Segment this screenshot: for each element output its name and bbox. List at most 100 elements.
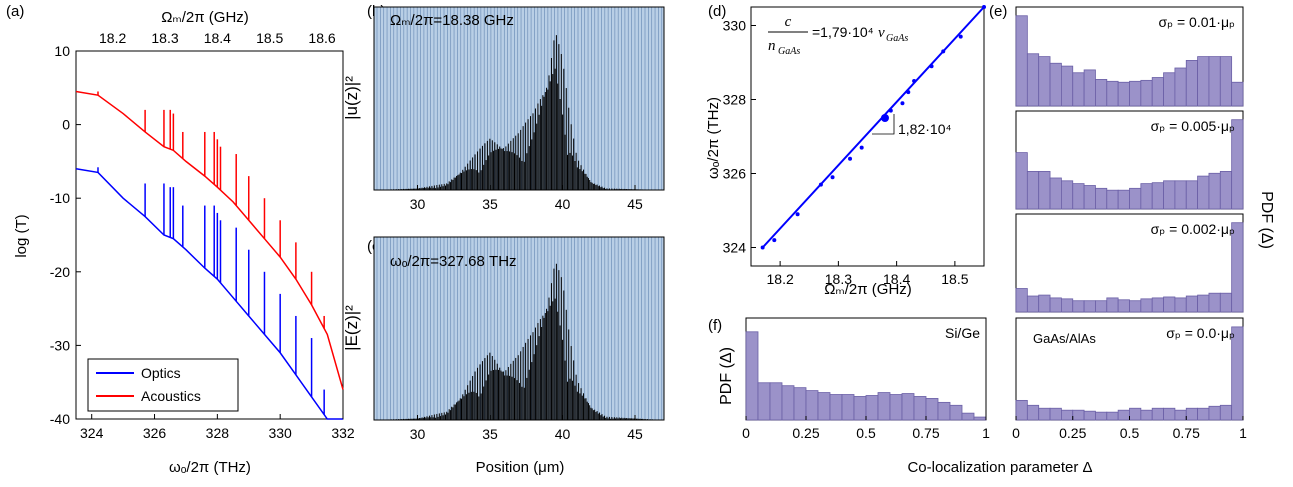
formula-v-subscript: GaAs bbox=[886, 33, 908, 44]
panel-f-tag: (f) bbox=[708, 317, 722, 334]
histogram-bar bbox=[1083, 185, 1096, 210]
histogram-bar bbox=[1072, 409, 1085, 421]
histogram-e1: σₚ = 0.01·μₚ bbox=[1015, 6, 1244, 107]
histogram-bar bbox=[1061, 65, 1074, 107]
histogram-annotation: σₚ = 0.01·μₚ bbox=[1158, 14, 1235, 30]
x-tick-label: 0 bbox=[742, 425, 750, 441]
panel-d-y-ticks: 324 326 328 330 bbox=[723, 18, 756, 256]
x-tick-label: 45 bbox=[627, 196, 643, 212]
x-tick-label: 30 bbox=[410, 426, 426, 442]
panel-b-profile bbox=[388, 35, 646, 190]
panel-a-tag: (a) bbox=[6, 3, 24, 20]
histogram-bar bbox=[1151, 182, 1164, 210]
histogram-bar bbox=[1072, 72, 1085, 107]
histogram-bar bbox=[817, 392, 831, 421]
histogram-bar bbox=[1026, 404, 1040, 421]
histogram-bar bbox=[1117, 299, 1130, 313]
y-tick-label: 10 bbox=[54, 43, 70, 59]
y-tick-label: 326 bbox=[723, 166, 747, 182]
histogram-bar bbox=[1163, 407, 1176, 421]
histogram-bar bbox=[1026, 295, 1040, 313]
histogram-bar bbox=[1151, 297, 1164, 313]
x-tick-label: 0 bbox=[1012, 425, 1020, 441]
data-point bbox=[795, 212, 800, 217]
histogram-bar bbox=[1095, 411, 1108, 421]
histogram-bar bbox=[1106, 411, 1119, 421]
histogram-bar bbox=[1083, 410, 1096, 421]
histogram-bar bbox=[769, 382, 783, 421]
x-tick-label: 18.5 bbox=[941, 271, 968, 287]
histogram-bar bbox=[1095, 79, 1108, 107]
histogram-bar bbox=[1117, 81, 1130, 107]
y-tick-label: -30 bbox=[50, 337, 70, 353]
histogram-bar bbox=[793, 387, 807, 421]
histogram-bar bbox=[1095, 187, 1108, 210]
slope-triangle bbox=[872, 114, 895, 135]
histogram-bar bbox=[1038, 56, 1051, 107]
histogram-bar bbox=[1219, 56, 1233, 107]
formula-denominator-subscript: GaAs bbox=[778, 46, 800, 57]
y-tick-label: 330 bbox=[723, 18, 747, 34]
formula-numerator: c bbox=[785, 14, 792, 30]
data-point bbox=[906, 90, 911, 95]
top-tick-label: 18.2 bbox=[99, 30, 126, 46]
x-tick-label: 0.25 bbox=[1059, 425, 1086, 441]
histogram-annotation: σₚ = 0.002·μₚ bbox=[1151, 221, 1235, 237]
panel-e-material: GaAs/AlAs bbox=[1033, 331, 1096, 346]
data-point bbox=[912, 79, 917, 83]
histogram-bar bbox=[1106, 80, 1119, 107]
histogram-bar bbox=[1185, 60, 1199, 107]
histogram-bar bbox=[949, 404, 963, 421]
histogram-bar bbox=[1049, 297, 1062, 313]
histogram-annotation: Si/Ge bbox=[945, 325, 980, 341]
panel-c-x-ticks: 30 35 40 45 bbox=[410, 415, 643, 442]
histogram-bar bbox=[1231, 81, 1244, 107]
x-tick-label: 35 bbox=[482, 426, 498, 442]
histogram-bar bbox=[1174, 409, 1187, 421]
panel-c-frame bbox=[373, 236, 665, 421]
y-tick-label: 328 bbox=[723, 92, 747, 108]
panel-d-formula: c n GaAs =1,79·10⁴ v GaAs bbox=[768, 14, 908, 57]
panel-f-ylabel: PDF (Δ) bbox=[718, 347, 735, 405]
histogram-bar bbox=[853, 396, 867, 421]
panel-b-x-ticks: 30 35 40 45 bbox=[410, 185, 643, 212]
histogram-bar bbox=[1219, 170, 1233, 210]
x-tick-label: 0.5 bbox=[1120, 425, 1140, 441]
histogram-bar bbox=[1197, 175, 1210, 210]
top-tick-label: 18.3 bbox=[151, 30, 178, 46]
histogram-bar bbox=[1061, 409, 1074, 421]
histogram-bar bbox=[1061, 180, 1074, 210]
histogram-bar bbox=[1038, 170, 1051, 210]
panel-a-legend: Optics Acoustics bbox=[87, 358, 239, 412]
histogram-bar bbox=[1219, 404, 1233, 421]
y-tick-label: -20 bbox=[50, 264, 70, 280]
x-tick-label: 328 bbox=[206, 425, 230, 441]
formula-rhs: =1,79·10⁴ bbox=[812, 24, 874, 40]
histogram-bar bbox=[1231, 326, 1244, 421]
x-tick-label: 0.75 bbox=[912, 425, 939, 441]
histogram-bar bbox=[1231, 222, 1244, 313]
panel-d-x-ticks: 18.2 18.3 18.4 18.5 bbox=[767, 261, 969, 287]
histogram-bar bbox=[889, 394, 903, 421]
histogram-bar bbox=[1208, 405, 1221, 421]
histogram-annotation: σₚ = 0.005·μₚ bbox=[1151, 118, 1235, 134]
histogram-bar bbox=[1219, 292, 1233, 313]
panel-a: (a) Ωₘ/2π (GHz) 18.2 18.3 18.4 18.5 18.6 324… bbox=[6, 3, 355, 476]
histogram-bar bbox=[1151, 77, 1164, 107]
data-point bbox=[848, 156, 853, 161]
x-tick-label: 0.25 bbox=[792, 425, 819, 441]
histogram-bar bbox=[1174, 67, 1187, 107]
histogram-bar bbox=[1049, 62, 1062, 107]
panel-a-x-ticks: 324 326 328 330 332 bbox=[80, 414, 355, 441]
x-tick-label: 1 bbox=[982, 425, 990, 441]
fit-line bbox=[761, 6, 985, 249]
top-tick-label: 18.4 bbox=[204, 30, 231, 46]
histogram-bar bbox=[1174, 180, 1187, 210]
histogram-bar bbox=[961, 412, 975, 421]
histogram-bar bbox=[829, 394, 843, 421]
panel-c-xlabel: Position (μm) bbox=[476, 459, 565, 476]
histogram-bar bbox=[1163, 296, 1176, 313]
